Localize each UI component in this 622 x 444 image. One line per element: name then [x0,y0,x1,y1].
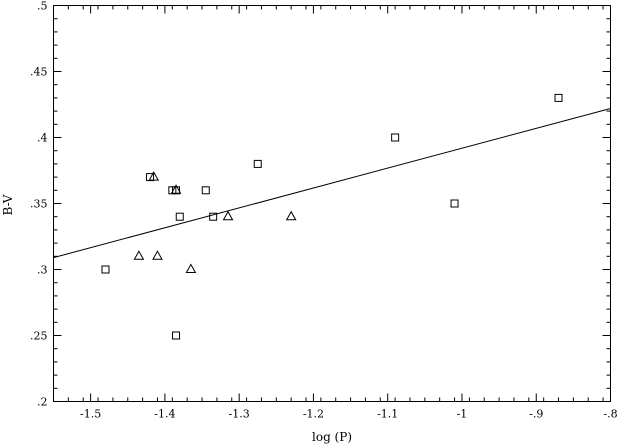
triangle-point [148,171,160,181]
y-tick-label: .45 [30,66,48,79]
square-point [209,212,218,221]
x-tick-label: -1.2 [303,408,324,421]
y-tick-label: .3 [37,264,48,277]
square-point [253,159,262,168]
square-point [391,133,400,142]
x-tick-label: -.9 [529,408,543,421]
square-point [175,212,184,221]
x-tick-label: -1.1 [377,408,398,421]
x-tick-labels: -1.5 -1.4 -1.3 -1.2 -1.1 -1 -.9 -.8 [80,408,618,421]
triangle-point [133,250,145,260]
triangle-point [185,263,197,273]
y-tick-labels: .2 .25 .3 .35 .4 .45 .5 [30,0,48,409]
y-tick-label: .35 [30,198,48,211]
triangle-point [222,210,234,221]
data-points [101,93,563,340]
fit-line [53,107,611,259]
axis-ticks [53,5,611,402]
triangle-point [152,250,163,260]
fit-line-group [53,107,611,259]
x-tick-label: -1.5 [80,408,101,421]
x-tick-label: -1.4 [154,408,175,421]
square-point [201,186,210,195]
x-tick-label: -.8 [603,408,617,421]
x-axis-label: log (P) [312,430,352,444]
x-tick-label: -1.3 [229,408,250,421]
square-point [450,199,459,208]
plot-frame [53,5,611,402]
square-point [554,93,563,102]
square-point [101,265,110,274]
square-point [172,331,181,340]
triangle-point [285,210,297,221]
y-axis-label: B-V [1,194,15,215]
y-tick-label: .4 [37,132,48,145]
triangle-point [170,184,182,194]
y-tick-label: .25 [30,330,48,343]
y-tick-label: .5 [37,0,48,13]
y-tick-label: .2 [37,396,48,409]
x-tick-label: -1 [457,408,468,421]
